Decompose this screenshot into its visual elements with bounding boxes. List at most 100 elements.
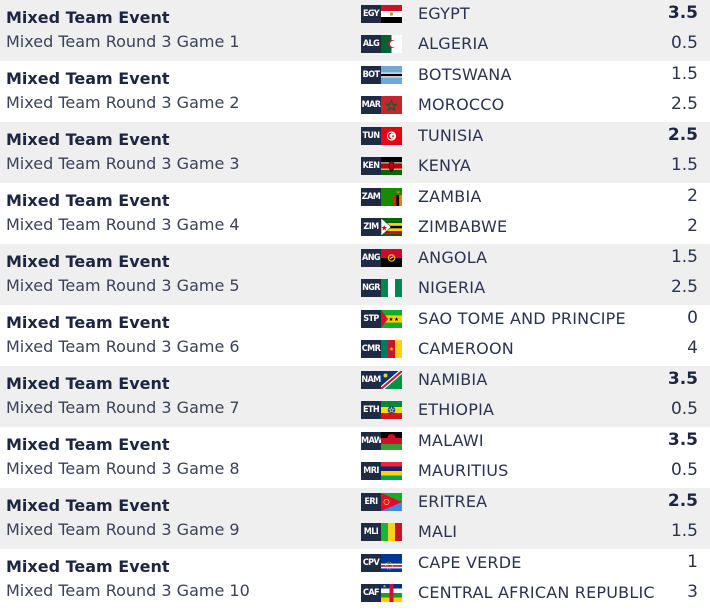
team-line: ALG ALGERIA 0.5 bbox=[0, 30, 710, 60]
team-score: 0.5 bbox=[670, 460, 698, 480]
event-name: Mixed Team Event bbox=[6, 191, 170, 210]
match-row[interactable]: Mixed Team Event Mixed Team Round 3 Game … bbox=[0, 427, 710, 488]
team-name[interactable]: CENTRAL AFRICAN REPUBLIC bbox=[418, 583, 655, 602]
team-score: 1.5 bbox=[670, 155, 698, 175]
team-line: MLI MALI 1.5 bbox=[0, 518, 710, 548]
team-line: CPV CAPE VERDE 1 bbox=[0, 549, 710, 579]
country-code-badge: MAW bbox=[361, 432, 381, 450]
team-name[interactable]: KENYA bbox=[418, 156, 472, 175]
malawi-flag-icon bbox=[381, 432, 402, 450]
team-name[interactable]: ZAMBIA bbox=[418, 187, 482, 206]
match-row[interactable]: Mixed Team Event Mixed Team Round 3 Game … bbox=[0, 488, 710, 549]
country-code-badge: EGY bbox=[361, 5, 381, 23]
round-name: Mixed Team Round 3 Game 2 bbox=[6, 93, 240, 112]
event-name: Mixed Team Event bbox=[6, 8, 170, 27]
kenya-flag-icon bbox=[381, 157, 402, 175]
team-name[interactable]: NIGERIA bbox=[418, 278, 486, 297]
event-name: Mixed Team Event bbox=[6, 130, 170, 149]
team-score: 2 bbox=[687, 216, 698, 236]
match-row[interactable]: Mixed Team Event Mixed Team Round 3 Game … bbox=[0, 549, 710, 610]
team-name[interactable]: ANGOLA bbox=[418, 248, 488, 267]
country-code-badge: ETH bbox=[361, 401, 381, 419]
team-score: 0 bbox=[687, 308, 698, 328]
round-name: Mixed Team Round 3 Game 4 bbox=[6, 215, 240, 234]
match-row[interactable]: Mixed Team Event Mixed Team Round 3 Game … bbox=[0, 305, 710, 366]
egypt-flag-icon bbox=[381, 5, 402, 23]
algeria-flag-icon bbox=[381, 35, 402, 53]
event-name: Mixed Team Event bbox=[6, 69, 170, 88]
event-name: Mixed Team Event bbox=[6, 435, 170, 454]
mauritius-flag-icon bbox=[381, 462, 402, 480]
namibia-flag-icon bbox=[381, 371, 402, 389]
country-code-badge: KEN bbox=[361, 157, 381, 175]
match-row[interactable]: Mixed Team Event Mixed Team Round 3 Game … bbox=[0, 366, 710, 427]
match-row[interactable]: Mixed Team Event Mixed Team Round 3 Game … bbox=[0, 244, 710, 305]
round-name: Mixed Team Round 3 Game 5 bbox=[6, 276, 240, 295]
event-name: Mixed Team Event bbox=[6, 496, 170, 515]
team-score: 3 bbox=[687, 582, 698, 602]
team-score: 0.5 bbox=[670, 33, 698, 53]
country-code-badge: ERI bbox=[361, 493, 381, 511]
team-line: MRI MAURITIUS 0.5 bbox=[0, 457, 710, 487]
country-code-badge: MAR bbox=[361, 96, 381, 114]
team-score: 1 bbox=[687, 552, 698, 572]
event-name: Mixed Team Event bbox=[6, 374, 170, 393]
team-name[interactable]: MALAWI bbox=[418, 431, 484, 450]
team-name[interactable]: MALI bbox=[418, 522, 458, 541]
cape-verde-flag-icon bbox=[381, 554, 402, 572]
team-name[interactable]: ZIMBABWE bbox=[418, 217, 508, 236]
zimbabwe-flag-icon bbox=[381, 218, 402, 236]
country-code-badge: TUN bbox=[361, 127, 381, 145]
team-score: 1.5 bbox=[670, 247, 698, 267]
eritrea-flag-icon bbox=[381, 493, 402, 511]
angola-flag-icon bbox=[381, 249, 402, 267]
team-name[interactable]: TUNISIA bbox=[418, 126, 484, 145]
team-score: 3.5 bbox=[667, 430, 698, 450]
team-score: 2 bbox=[687, 186, 698, 206]
country-code-badge: CPV bbox=[361, 554, 381, 572]
team-name[interactable]: BOTSWANA bbox=[418, 65, 512, 84]
team-line: ANG ANGOLA 1.5 bbox=[0, 244, 710, 274]
round-name: Mixed Team Round 3 Game 3 bbox=[6, 154, 240, 173]
team-score: 2.5 bbox=[670, 94, 698, 114]
team-name[interactable]: ETHIOPIA bbox=[418, 400, 495, 419]
team-line: CMR CAMEROON 4 bbox=[0, 335, 710, 365]
country-code-badge: ZIM bbox=[361, 218, 381, 236]
team-line: BOT BOTSWANA 1.5 bbox=[0, 61, 710, 91]
team-line: EGY EGYPT 3.5 bbox=[0, 0, 710, 30]
team-name[interactable]: CAMEROON bbox=[418, 339, 514, 358]
team-name[interactable]: MOROCCO bbox=[418, 95, 505, 114]
round-name: Mixed Team Round 3 Game 7 bbox=[6, 398, 240, 417]
sao-tome-flag-icon bbox=[381, 310, 402, 328]
cameroon-flag-icon bbox=[381, 340, 402, 358]
team-name[interactable]: SAO TOME AND PRINCIPE bbox=[418, 309, 626, 328]
team-name[interactable]: MAURITIUS bbox=[418, 461, 509, 480]
team-name[interactable]: ERITREA bbox=[418, 492, 488, 511]
round-name: Mixed Team Round 3 Game 1 bbox=[6, 32, 240, 51]
match-row[interactable]: Mixed Team Event Mixed Team Round 3 Game … bbox=[0, 61, 710, 122]
team-line: NAM NAMIBIA 3.5 bbox=[0, 366, 710, 396]
central-african-republic-flag-icon bbox=[381, 584, 402, 602]
match-row[interactable]: Mixed Team Event Mixed Team Round 3 Game … bbox=[0, 122, 710, 183]
team-name[interactable]: NAMIBIA bbox=[418, 370, 488, 389]
match-row[interactable]: Mixed Team Event Mixed Team Round 3 Game … bbox=[0, 183, 710, 244]
team-line: TUN TUNISIA 2.5 bbox=[0, 122, 710, 152]
country-code-badge: STP bbox=[361, 310, 381, 328]
team-name[interactable]: CAPE VERDE bbox=[418, 553, 522, 572]
team-score: 0.5 bbox=[670, 399, 698, 419]
country-code-badge: CAF bbox=[361, 584, 381, 602]
country-code-badge: MRI bbox=[361, 462, 381, 480]
zambia-flag-icon bbox=[381, 188, 402, 206]
team-score: 4 bbox=[687, 338, 698, 358]
match-row[interactable]: Mixed Team Event Mixed Team Round 3 Game … bbox=[0, 0, 710, 61]
team-line: ERI ERITREA 2.5 bbox=[0, 488, 710, 518]
mali-flag-icon bbox=[381, 523, 402, 541]
team-score: 3.5 bbox=[667, 369, 698, 389]
country-code-badge: CMR bbox=[361, 340, 381, 358]
team-name[interactable]: ALGERIA bbox=[418, 34, 489, 53]
team-score: 1.5 bbox=[670, 64, 698, 84]
team-line: KEN KENYA 1.5 bbox=[0, 152, 710, 182]
round-name: Mixed Team Round 3 Game 10 bbox=[6, 581, 250, 600]
team-name[interactable]: EGYPT bbox=[418, 4, 470, 23]
